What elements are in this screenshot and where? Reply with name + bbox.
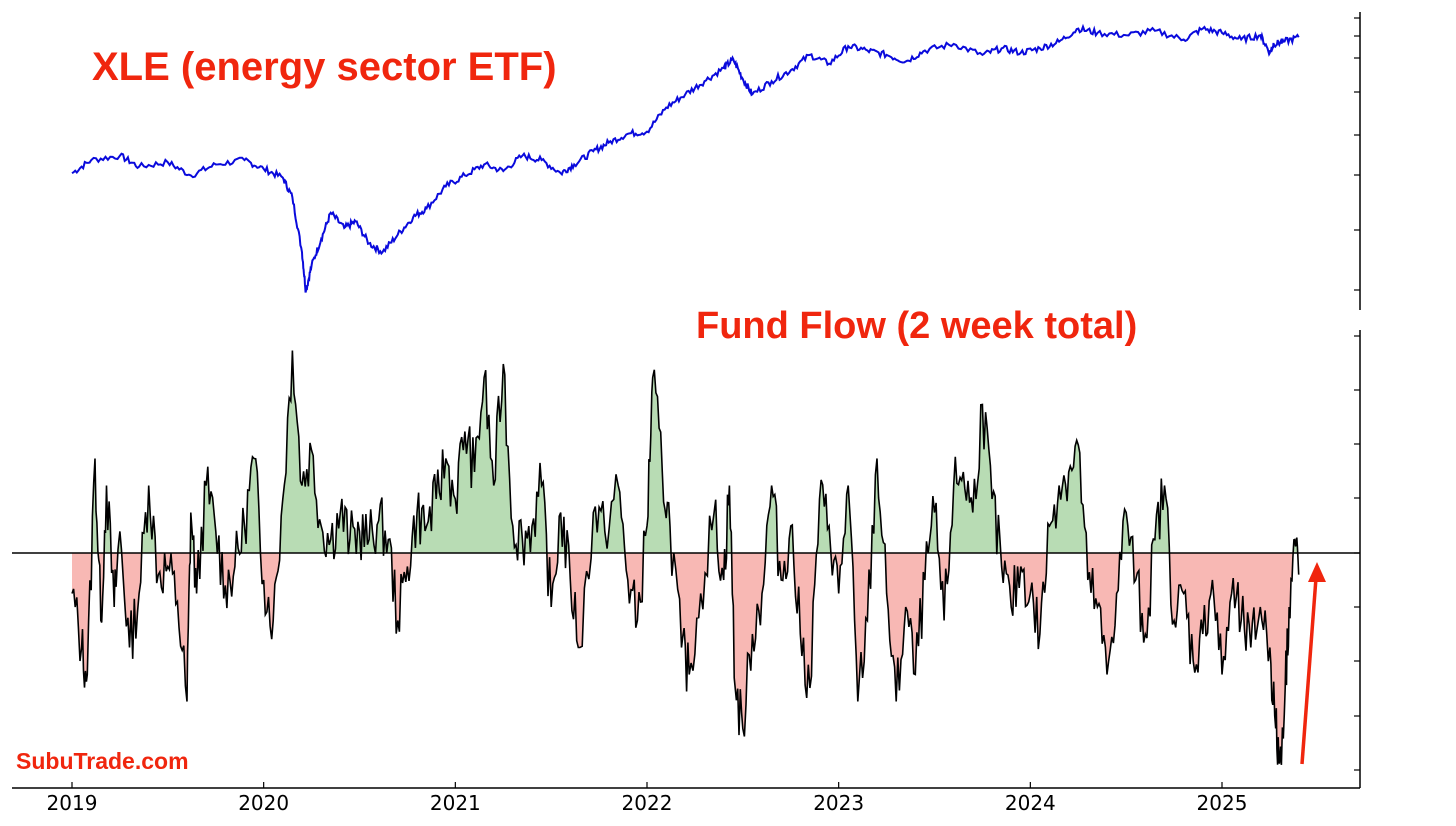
- price-chart-title: XLE (energy sector ETF): [92, 45, 557, 89]
- x-tick-label: 2020: [238, 791, 289, 815]
- up-arrow-icon: [1300, 562, 1326, 765]
- x-tick-label: 2025: [1197, 791, 1248, 815]
- x-tick-label: 2021: [430, 791, 481, 815]
- price-series-line: [71, 23, 1300, 293]
- negative-flow-area: [72, 553, 1299, 765]
- fund-flow-line: [71, 350, 1300, 765]
- x-tick-label: 2024: [1005, 791, 1056, 815]
- fund-flow-panel: [12, 350, 1360, 765]
- watermark-text: SubuTrade.com: [16, 748, 189, 774]
- arrow-shaft: [1300, 577, 1318, 765]
- x-tick-label: 2023: [813, 791, 864, 815]
- fund-flow-title: Fund Flow (2 week total): [696, 305, 1137, 347]
- x-axis-ticks: 2019 2020 2021 2022 2023 2024 2025: [47, 782, 1248, 815]
- x-tick-label: 2019: [47, 791, 98, 815]
- price-panel: [71, 23, 1300, 293]
- axes: [12, 12, 1361, 789]
- x-tick-label: 2022: [622, 791, 673, 815]
- positive-flow-area: [72, 350, 1299, 553]
- arrow-head: [1308, 562, 1326, 582]
